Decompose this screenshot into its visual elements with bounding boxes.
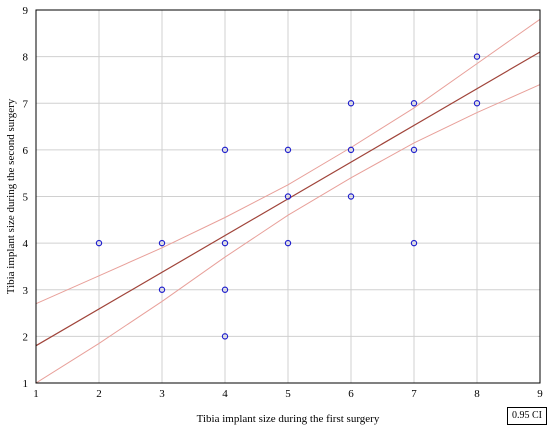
x-tick-label: 7: [411, 388, 417, 400]
x-tick-label: 5: [285, 388, 291, 400]
ci-upper-line: [35, 18, 541, 305]
confidence-bands: [35, 18, 541, 384]
data-point: [221, 146, 229, 154]
data-point: [473, 53, 481, 60]
data-point: [158, 239, 166, 247]
data-point: [410, 100, 418, 107]
x-tick-label: 6: [348, 388, 354, 400]
data-points: [95, 53, 481, 340]
y-tick-label: 9: [23, 5, 29, 17]
y-tick-label: 6: [23, 145, 29, 157]
plot-frame: [35, 9, 541, 384]
data-point: [347, 146, 355, 154]
data-point: [158, 286, 166, 293]
ci-legend-box: 0.95 CI: [507, 407, 547, 425]
data-point: [95, 239, 103, 247]
y-tick-label: 1: [23, 378, 29, 390]
y-axis-title: Tibia implant size during the second sur…: [5, 98, 17, 294]
data-point: [221, 286, 229, 293]
data-point: [347, 193, 355, 200]
data-point: [284, 239, 292, 247]
data-point: [410, 239, 418, 247]
grid: [35, 9, 541, 384]
x-tick-label: 1: [33, 388, 39, 400]
y-tick-label: 2: [23, 331, 29, 343]
y-tick-label: 3: [23, 285, 29, 297]
data-point: [221, 333, 229, 340]
data-point: [473, 100, 481, 107]
y-tick-labels: 1 2 3 4 5 6 7 8 9: [23, 5, 29, 390]
x-tick-label: 3: [159, 388, 165, 400]
x-tick-label: 2: [96, 388, 102, 400]
x-tick-label: 4: [222, 388, 228, 400]
data-point: [284, 146, 292, 154]
ci-lower-line: [35, 84, 541, 384]
data-point: [347, 100, 355, 107]
x-tick-label: 9: [537, 388, 543, 400]
data-point: [284, 193, 292, 200]
y-tick-label: 4: [23, 238, 29, 250]
x-tick-labels: 1 2 3 4 5 6 7 8 9: [33, 388, 543, 400]
y-tick-label: 5: [23, 192, 29, 204]
y-tick-label: 7: [23, 98, 29, 110]
x-tick-label: 8: [474, 388, 480, 400]
y-tick-label: 8: [23, 52, 29, 64]
x-axis-title: Tibia implant size during the first surg…: [197, 413, 380, 425]
data-point: [221, 239, 229, 247]
data-point: [410, 146, 418, 154]
